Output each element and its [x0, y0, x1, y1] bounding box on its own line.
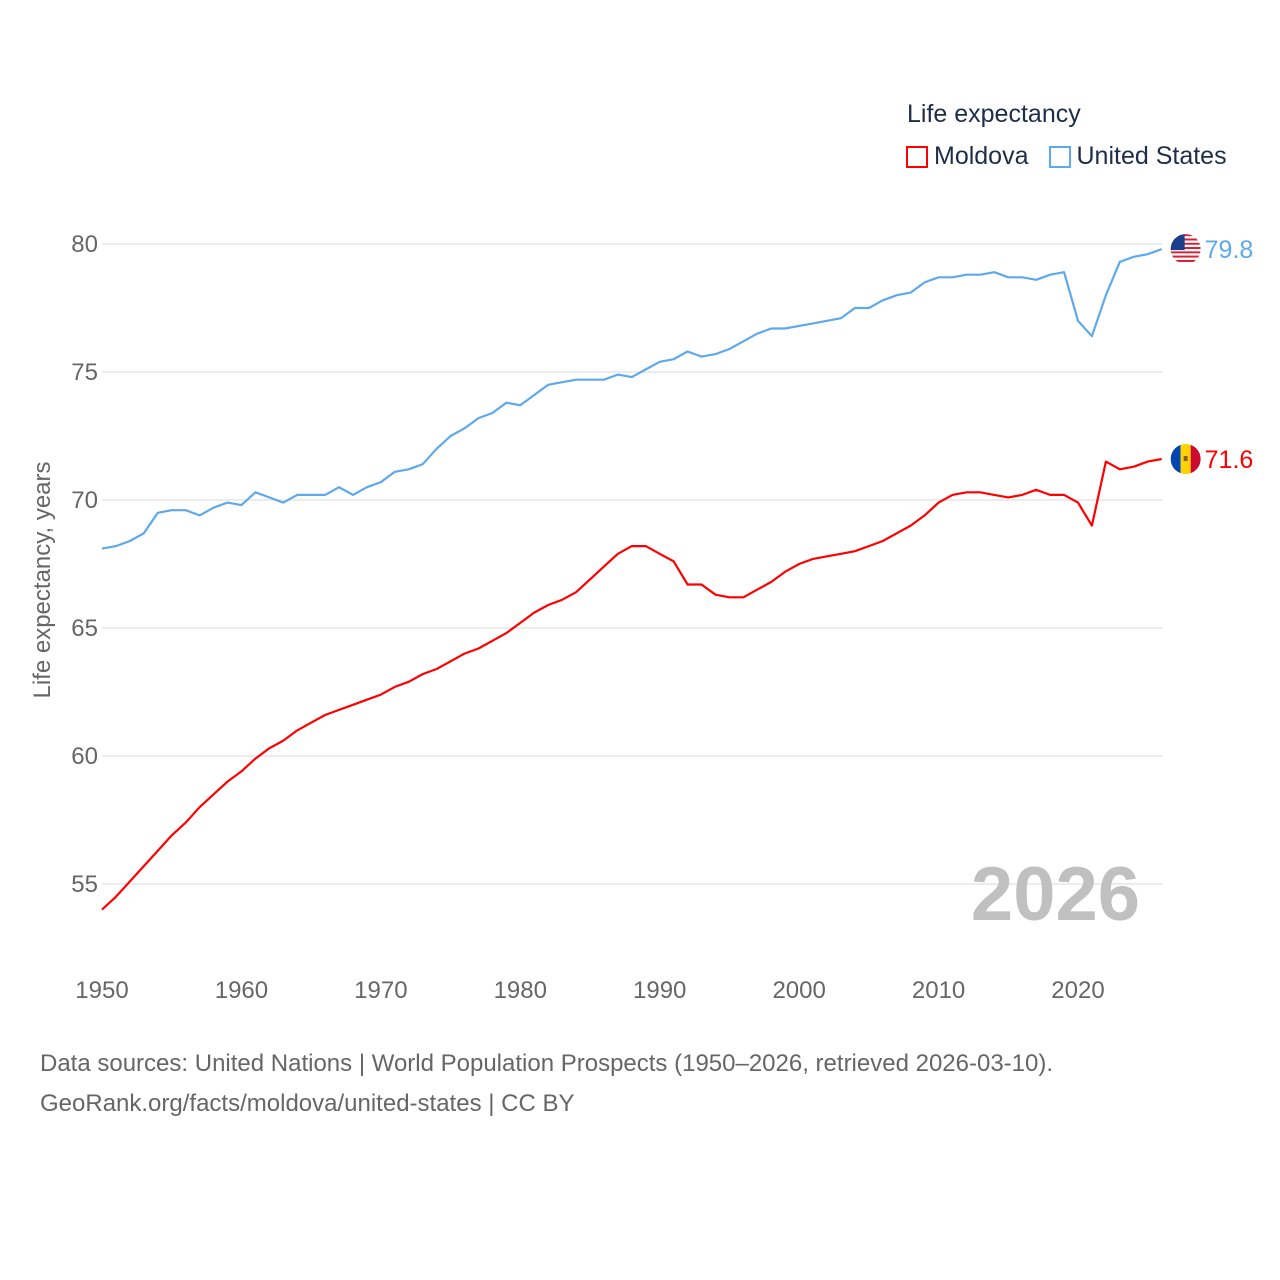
legend: Moldova United States [906, 142, 1227, 171]
legend-item-united-states[interactable]: United States [1048, 142, 1227, 171]
source-note: Data sources: United Nations | World Pop… [40, 1044, 1053, 1124]
x-tick-label: 1960 [215, 977, 268, 1004]
legend-label: Moldova [934, 142, 1029, 170]
y-tick-label: 70 [71, 487, 98, 514]
series-line-moldova [101, 457, 1162, 911]
x-tick-label: 2020 [1051, 977, 1104, 1004]
x-tick-label: 1950 [75, 977, 128, 1004]
y-axis-label: Life expectancy, years [29, 461, 56, 698]
x-tick-label: 2010 [912, 977, 965, 1004]
legend-swatch-moldova [906, 145, 928, 168]
usa-flag-icon [1170, 234, 1201, 265]
end-value-label: 79.8 [1205, 236, 1254, 264]
legend-item-moldova[interactable]: Moldova [906, 142, 1029, 171]
legend-swatch-united-states [1048, 145, 1071, 168]
y-tick-label: 75 [71, 359, 98, 386]
x-tick-label: 2000 [772, 977, 825, 1004]
moldova-flag-icon [1170, 444, 1201, 475]
x-tick-label: 1990 [633, 977, 686, 1004]
legend-label: United States [1076, 142, 1227, 170]
year-watermark: 2026 [971, 852, 1140, 937]
legend-title: Life expectancy [907, 100, 1081, 128]
source-link[interactable]: GeoRank.org/facts/moldova/united-states … [40, 1090, 575, 1117]
y-tick-label: 65 [71, 615, 98, 642]
y-tick-label: 60 [71, 743, 98, 770]
end-value-label: 71.6 [1205, 446, 1254, 474]
source-line: Data sources: United Nations | World Pop… [40, 1050, 1054, 1077]
y-tick-label: 55 [71, 871, 98, 898]
x-tick-label: 1980 [494, 977, 547, 1004]
y-tick-label: 80 [71, 231, 98, 258]
x-tick-label: 1970 [354, 977, 407, 1004]
series-line-united-states [101, 248, 1163, 550]
